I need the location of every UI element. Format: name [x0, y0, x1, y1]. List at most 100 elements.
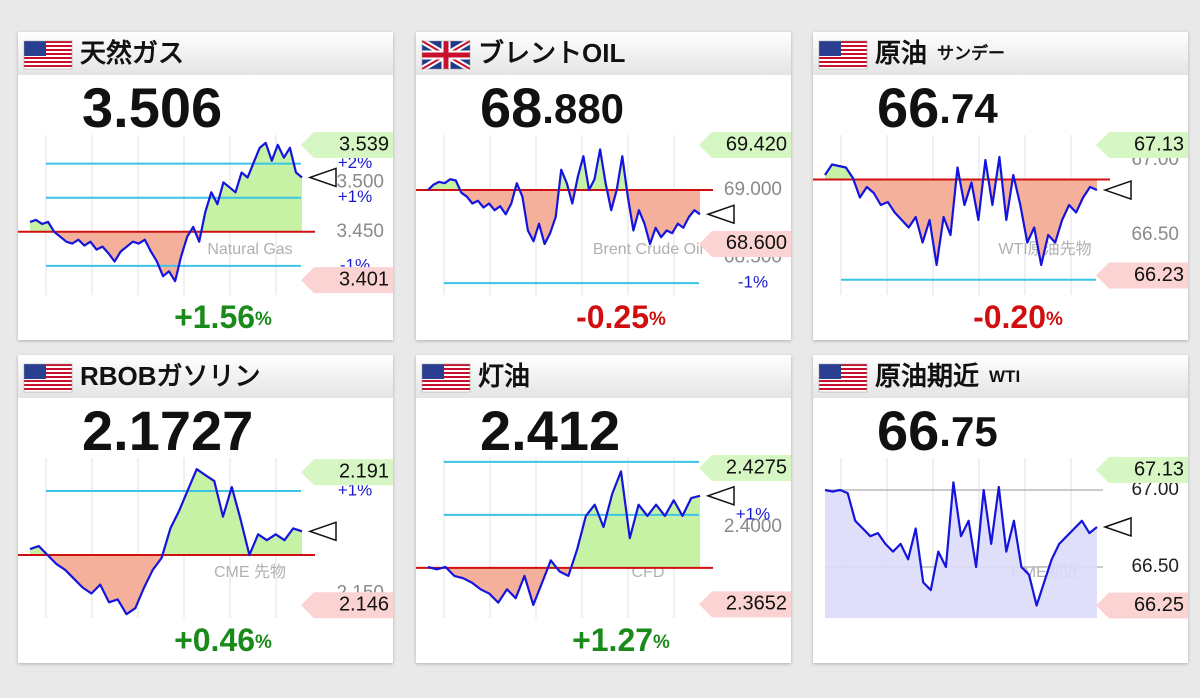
- flag-stripe: [24, 45, 72, 47]
- flag-stripe: [422, 384, 470, 386]
- level-label: 3.500: [336, 171, 384, 192]
- last-price-marker: [307, 521, 337, 542]
- flag-canton: [24, 364, 46, 379]
- high-box: [301, 132, 393, 158]
- gain-fill: [428, 149, 627, 190]
- high-label: 3.539: [339, 133, 389, 155]
- high-box: [1096, 457, 1188, 484]
- high-box: [699, 132, 791, 158]
- flag-stripe: [24, 380, 72, 382]
- flag-stripe: [819, 376, 867, 378]
- change-value: +1.56: [174, 299, 255, 335]
- flag-stripe: [422, 388, 470, 390]
- flag-border: [421, 40, 471, 70]
- flag: [420, 38, 472, 72]
- low-label: 68.600: [726, 232, 787, 254]
- card-title: ブレントOIL: [478, 38, 625, 68]
- price-frac: .75: [939, 408, 997, 455]
- low-box: [1096, 592, 1188, 619]
- flag-cross: [422, 41, 470, 69]
- low-label: 3.401: [339, 268, 389, 290]
- card-header: [18, 32, 393, 75]
- card-header: [813, 32, 1188, 75]
- flag-stripe: [422, 368, 470, 370]
- flag-canton: [819, 41, 841, 56]
- flag-stripe: [24, 364, 72, 366]
- price: 66.74: [877, 76, 998, 139]
- high-label: 67.13: [1134, 458, 1184, 480]
- price-line: [824, 481, 1098, 607]
- card-name: ブレントOIL: [478, 38, 625, 68]
- pct-label: +1%: [338, 481, 373, 500]
- change-value: +1.27: [572, 622, 653, 658]
- pct-label: +1%: [338, 187, 373, 206]
- low-label: 2.146: [339, 594, 389, 616]
- loss-fill: [428, 189, 700, 244]
- low-box: [301, 592, 393, 619]
- low-label: 66.25: [1134, 594, 1184, 616]
- pct-label: -1%: [738, 273, 768, 292]
- flag-border: [818, 363, 868, 393]
- card: 原油 サンデー66.74WTI原油先物67.0066.5067.1366.23-0…: [813, 32, 1188, 340]
- flag-canton: [422, 364, 444, 379]
- price-frac: .880: [542, 85, 624, 132]
- high-box: [301, 459, 393, 486]
- last-price-marker: [705, 204, 735, 225]
- price-main: 2.412: [480, 399, 620, 462]
- low-label: 66.23: [1134, 264, 1184, 286]
- price: 3.506: [82, 76, 222, 139]
- card-header: [813, 355, 1188, 398]
- price-main: 66: [877, 76, 939, 139]
- flag-stripe: [24, 368, 72, 370]
- change-unit: %: [653, 632, 670, 653]
- card-title: 原油 サンデー: [875, 38, 1005, 68]
- gain-fill: [428, 471, 700, 568]
- gain-fill: [30, 469, 302, 556]
- price-frac: .74: [939, 85, 998, 132]
- price-main: 3.506: [82, 76, 222, 139]
- last-price-marker: [705, 485, 735, 506]
- last-price-marker: [1102, 179, 1132, 201]
- flag-stripe: [422, 364, 470, 366]
- price: 2.1727: [82, 399, 253, 462]
- flag-border: [421, 363, 471, 393]
- level-label: 2.4000: [724, 516, 782, 537]
- level-label: 69.000: [724, 179, 782, 200]
- loss-fill: [54, 231, 202, 282]
- price-line: [29, 468, 303, 616]
- flag: [818, 363, 868, 393]
- flag-stripe: [819, 384, 867, 386]
- card-header: [18, 355, 393, 398]
- flag-stripe: [819, 61, 867, 63]
- price: 66.75: [877, 399, 998, 462]
- card-name: 天然ガス: [80, 38, 184, 68]
- card-title: 天然ガス: [80, 38, 184, 68]
- flag-stripe: [24, 376, 72, 378]
- price-line: [427, 470, 701, 606]
- flag-stripe: [24, 384, 72, 386]
- flag-stripe: [819, 53, 867, 55]
- last-price-marker: [1102, 516, 1132, 538]
- low-box: [699, 591, 791, 618]
- flag: [818, 40, 868, 70]
- flag-border: [23, 363, 73, 393]
- change-value: -0.20: [973, 299, 1046, 335]
- flag-stripe: [422, 372, 470, 374]
- loss-fill: [30, 555, 302, 615]
- low-label: 2.3652: [726, 593, 787, 615]
- flag-stripe: [24, 388, 72, 390]
- area-fill: [825, 482, 1097, 618]
- level-label: 3.450: [336, 221, 384, 242]
- level-label: 66.50: [1131, 556, 1179, 577]
- flag-stripe: [24, 49, 72, 51]
- low-box: [1096, 262, 1188, 289]
- flag-stripe: [24, 57, 72, 59]
- flag-stripe: [819, 368, 867, 370]
- change: +0.46%: [174, 622, 272, 658]
- flag-stripe: [819, 364, 867, 366]
